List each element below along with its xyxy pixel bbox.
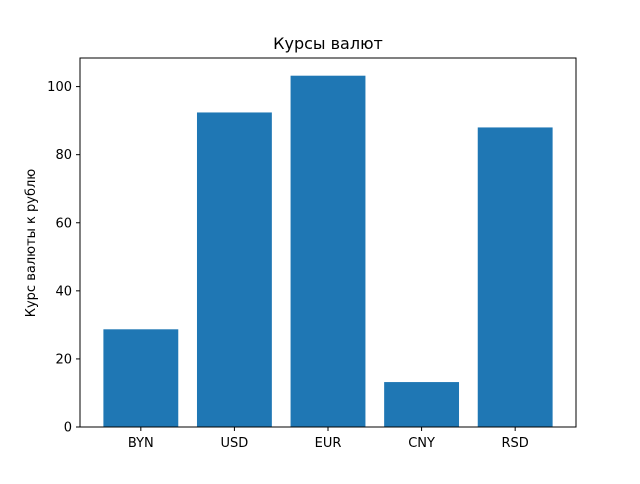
x-tick-label: BYN (128, 436, 154, 451)
bar-rsd (477, 127, 553, 427)
y-tick-label: 60 (55, 216, 72, 231)
x-tick-label: RSD (502, 436, 529, 451)
bar-eur (290, 75, 366, 427)
y-tick-label: 20 (55, 352, 72, 367)
y-tick-label: 40 (55, 284, 72, 299)
plot-frame (79, 57, 577, 428)
bar-cny (384, 382, 460, 427)
bar-byn (103, 329, 179, 427)
x-tick-label: EUR (315, 436, 342, 451)
x-tick-label: USD (221, 436, 249, 451)
chart-title: Курсы валют (273, 34, 383, 53)
y-ticks-group: 0 20 40 60 80 100 (47, 80, 80, 436)
y-axis-label: Курс валюты к рублю (24, 169, 39, 318)
bars-group (103, 75, 553, 428)
x-tick-label: CNY (408, 436, 435, 451)
y-tick-label: 80 (55, 148, 72, 163)
bar-usd (196, 112, 272, 428)
y-tick-label: 100 (47, 80, 72, 95)
y-tick-label: 0 (64, 421, 72, 436)
x-ticks-group: BYN USD EUR CNY RSD (128, 427, 529, 451)
